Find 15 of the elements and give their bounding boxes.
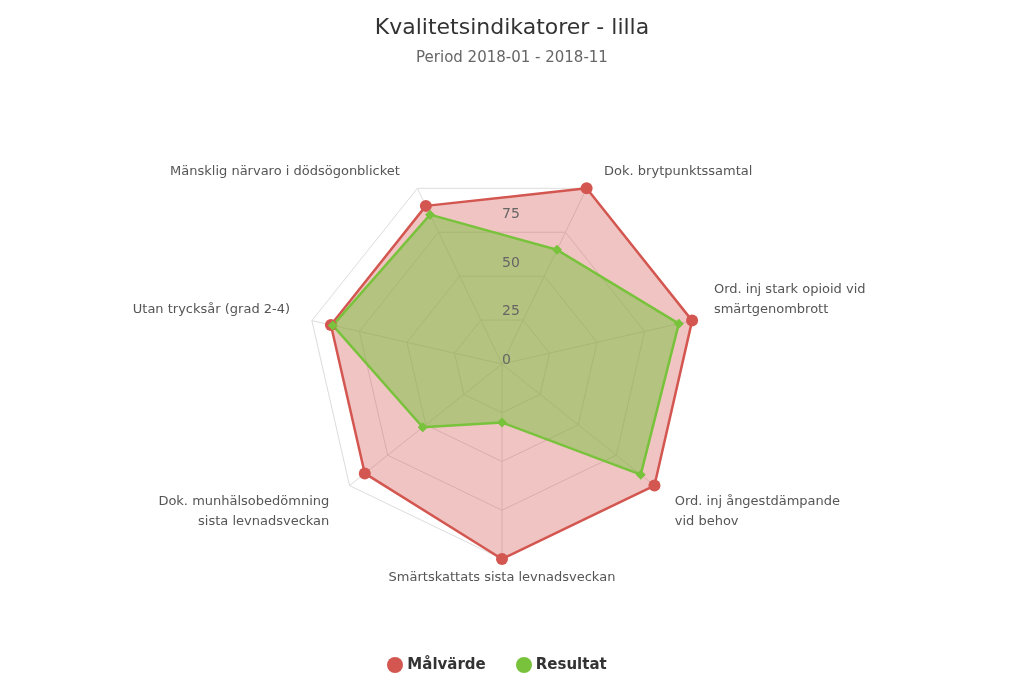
chart-subtitle: Period 2018-01 - 2018-11 <box>415 48 609 68</box>
spoke-label: Smärtskattats sista levnadsveckan <box>388 569 616 584</box>
legend-label: Resultat <box>535 655 607 673</box>
chart-title: Kvalitetsindikatorer - lilla <box>373 13 651 41</box>
y-tick-label: 75 <box>502 204 520 221</box>
y-tick-label: 25 <box>502 302 520 319</box>
y-tick-label: 50 <box>502 253 520 270</box>
legend-label: Målvärde <box>407 655 486 673</box>
spoke-label: Utan trycksår (grad 2-4) <box>132 300 291 316</box>
y-tick-label: 0 <box>502 351 511 367</box>
spoke-label: Mänsklig närvaro i dödsögonblicket <box>170 163 400 179</box>
spoke-label: Ord. inj stark opioid vid smärtgenombrott <box>713 280 866 316</box>
spoke-label: Dok. munhälsobedömning sista levnadsveckan <box>158 492 330 528</box>
spoke-label: Dok. brytpunktssamtal <box>604 163 753 179</box>
spoke-label: Ord. inj ångestdämpande vid behov <box>674 492 841 528</box>
